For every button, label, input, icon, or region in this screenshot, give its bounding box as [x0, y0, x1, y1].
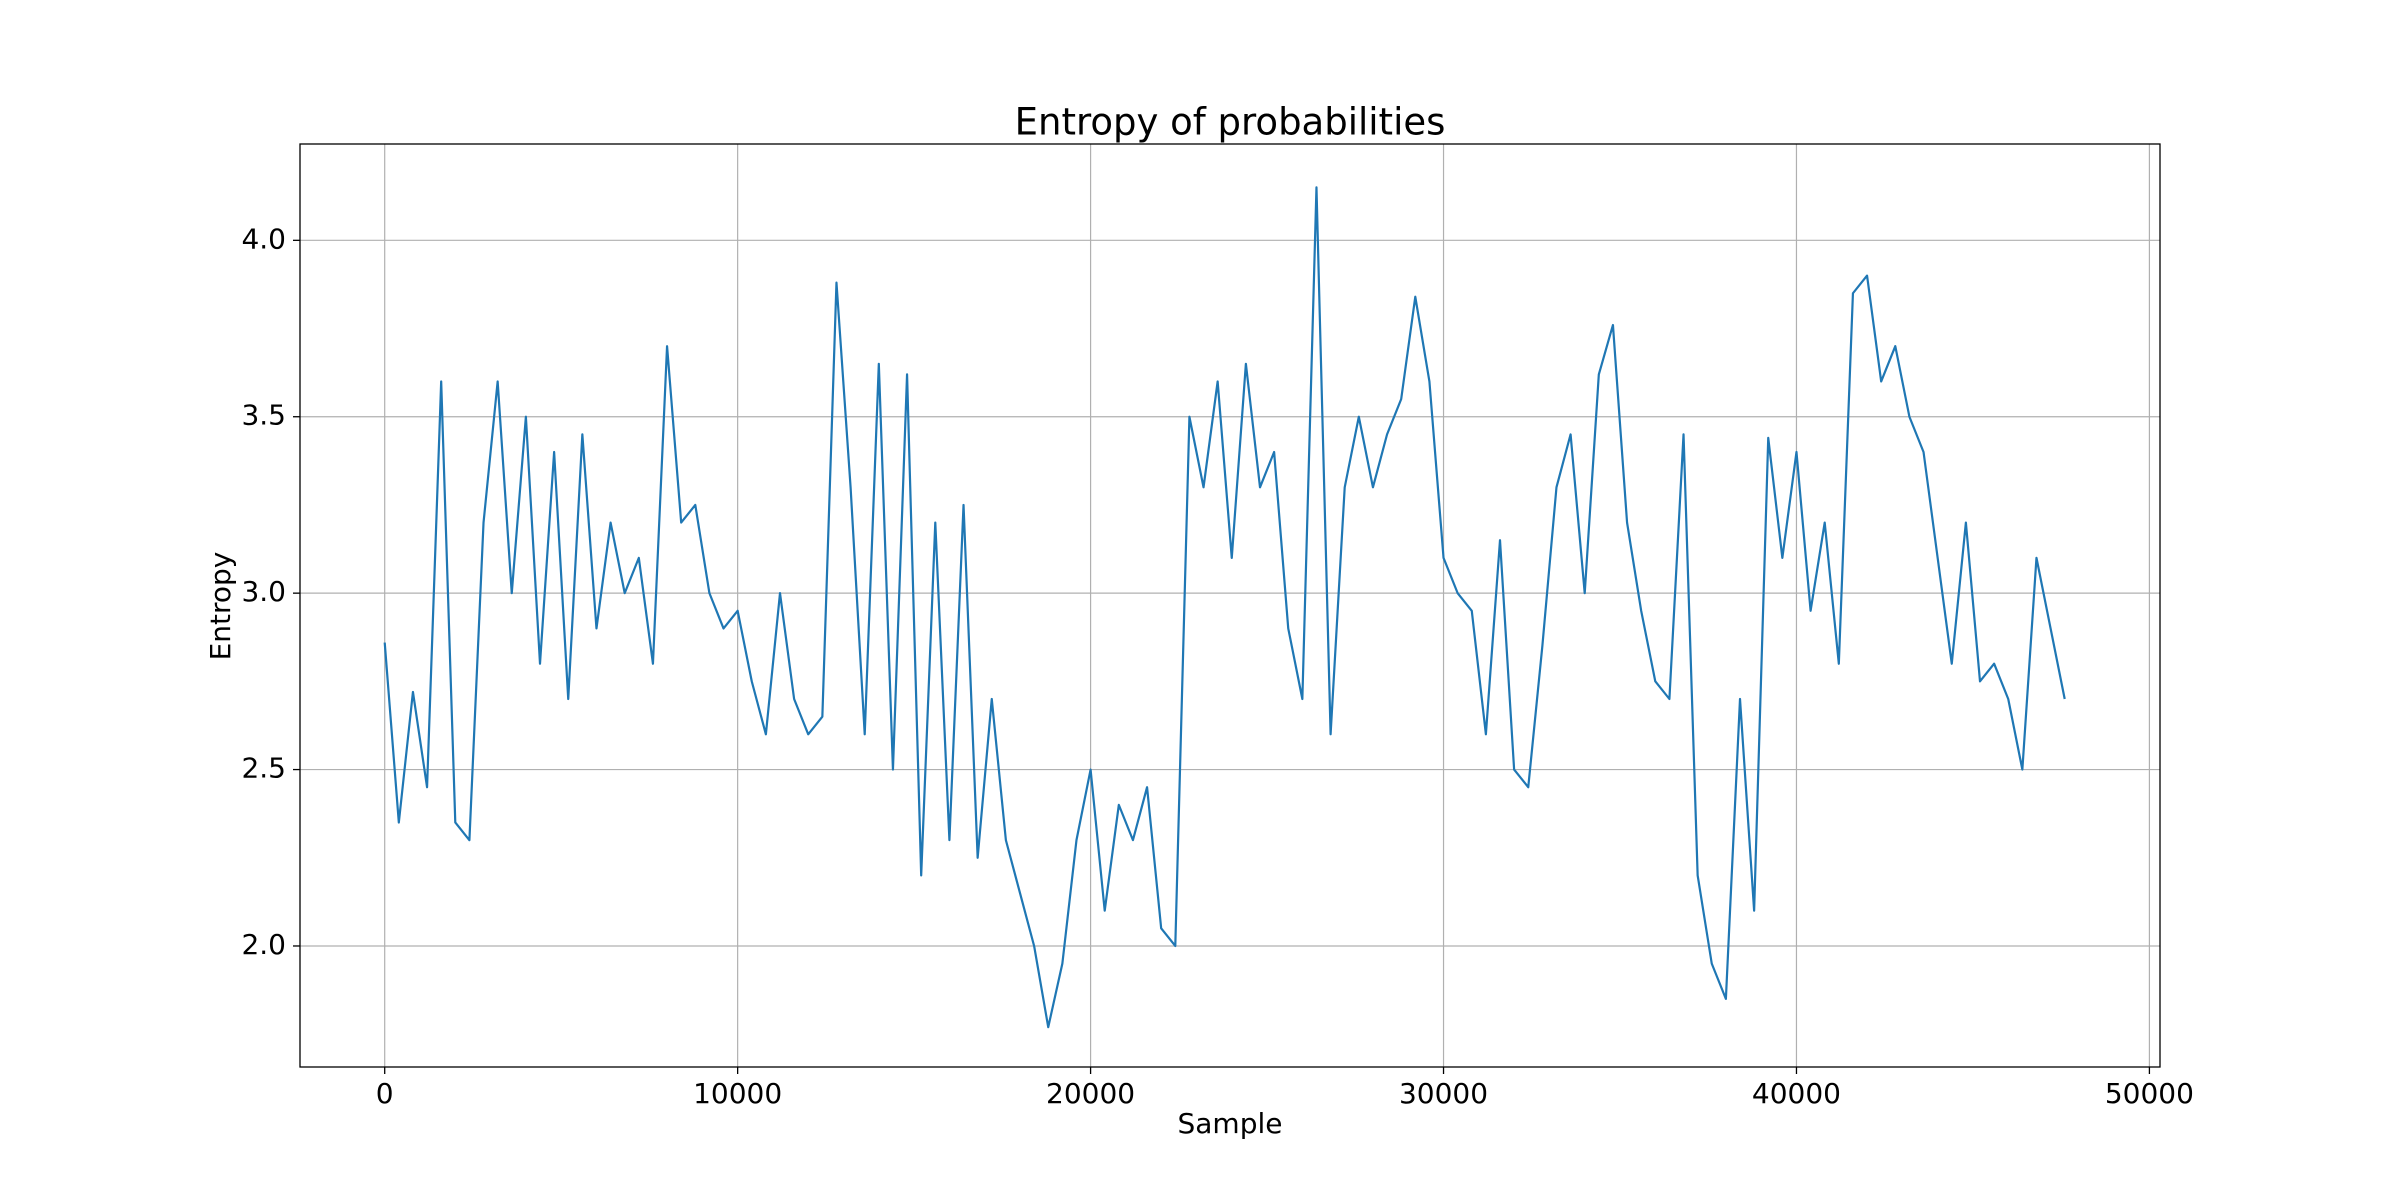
y-tick-label: 4.0 [241, 222, 286, 255]
x-tick-label: 40000 [1752, 1077, 1841, 1110]
y-tick-label: 2.5 [241, 752, 286, 785]
chart-title: Entropy of probabilities [1015, 101, 1446, 144]
data-line [383, 186, 2066, 1029]
x-tick-label: 10000 [693, 1077, 782, 1110]
y-axis-label: Entropy [204, 552, 237, 661]
plot-frame [299, 143, 2161, 1068]
x-tick-label: 50000 [2105, 1077, 2194, 1110]
x-tick-label: 0 [376, 1077, 394, 1110]
x-tick-label: 30000 [1399, 1077, 1488, 1110]
y-tick-label: 3.0 [241, 575, 286, 608]
x-axis-label: Sample [1178, 1107, 1283, 1140]
y-tick-label: 2.0 [241, 928, 286, 961]
x-tick-label: 20000 [1046, 1077, 1135, 1110]
y-tick-label: 3.5 [241, 399, 286, 432]
